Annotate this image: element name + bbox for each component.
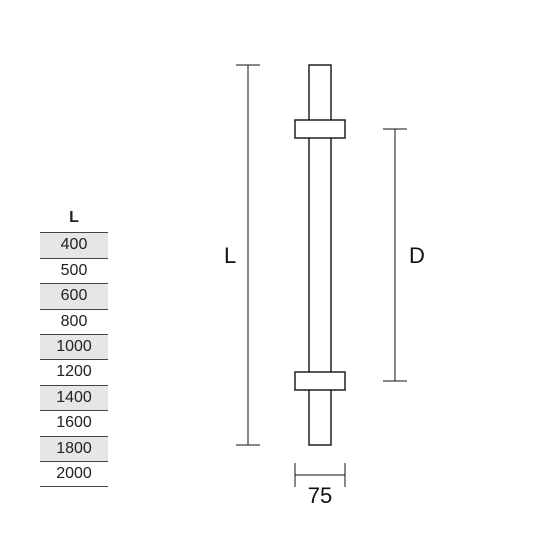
size-table-row: 400	[40, 233, 108, 258]
size-table-row: 1000	[40, 335, 108, 360]
handle-collar-bottom	[295, 372, 345, 390]
handle-collar-top	[295, 120, 345, 138]
size-table-row: 2000	[40, 462, 108, 487]
technical-drawing: L D 75	[180, 55, 500, 520]
size-table-row: 1600	[40, 411, 108, 436]
dim-label-D: D	[409, 243, 425, 268]
size-table-row: 800	[40, 310, 108, 335]
size-table-row: 1800	[40, 437, 108, 462]
size-table-row: 1400	[40, 386, 108, 411]
size-table: L 400500600800100012001400160018002000	[40, 206, 108, 487]
size-table-row: 500	[40, 259, 108, 284]
size-table-header: L	[40, 206, 108, 233]
size-table-row: 600	[40, 284, 108, 309]
size-table-row: 1200	[40, 360, 108, 385]
dim-label-L: L	[224, 243, 236, 268]
dim-label-base: 75	[308, 483, 332, 508]
